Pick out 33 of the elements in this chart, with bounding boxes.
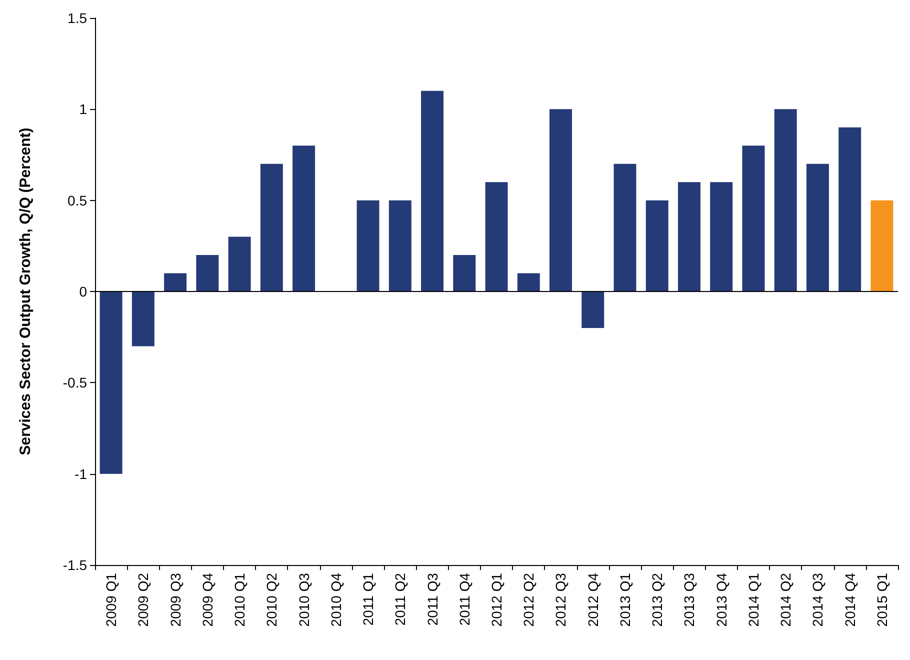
x-tick-label: 2011 Q2 [392, 572, 408, 626]
x-tick-label: 2010 Q3 [296, 572, 312, 627]
x-tick-label: 2013 Q2 [649, 572, 666, 627]
x-tick-label: 2011 Q3 [424, 572, 440, 626]
y-tick-label: 1.5 [68, 10, 88, 26]
x-tick-label: 2012 Q3 [552, 572, 569, 627]
x-tick-label: 2010 Q1 [232, 572, 248, 627]
x-tick-label: 2014 Q1 [745, 572, 762, 627]
x-tick-label: 2012 Q2 [520, 572, 537, 627]
x-tick-label: 2013 Q4 [713, 572, 730, 627]
x-tick-label: 2014 Q3 [810, 572, 826, 627]
y-tick-label: 0 [79, 284, 88, 300]
x-tick-label: 2009 Q4 [199, 572, 216, 627]
x-tick-label: 2013 Q1 [616, 572, 633, 627]
x-tick-label: 2014 Q4 [842, 572, 858, 627]
y-tick-label: 0.5 [68, 192, 88, 208]
x-tick-label: 2010 Q2 [264, 572, 280, 627]
x-tick-label: 2009 Q2 [135, 572, 152, 627]
x-tick-label: 2011 Q4 [456, 572, 472, 626]
x-tick-label: 2012 Q1 [488, 572, 504, 627]
y-axis-title: Services Sector Output Growth, Q/Q (Percent) [17, 128, 34, 456]
x-tick-label: 2009 Q3 [167, 572, 184, 627]
y-tick-label: 1 [79, 101, 88, 118]
x-tick-label: 2013 Q3 [681, 572, 698, 627]
x-tick-label: 2014 Q2 [778, 572, 794, 627]
y-tick-label: -1.5 [62, 557, 88, 573]
x-tick-label: 2012 Q4 [584, 572, 601, 627]
x-tick-label: 2009 Q1 [103, 572, 120, 627]
x-tick-label: 2010 Q4 [328, 572, 344, 627]
y-tick-label: -0.5 [62, 374, 88, 391]
y-tick-label: -1 [74, 466, 88, 482]
x-tick-label: 2011 Q1 [360, 572, 376, 626]
x-tick-label: 2015 Q1 [874, 572, 890, 627]
